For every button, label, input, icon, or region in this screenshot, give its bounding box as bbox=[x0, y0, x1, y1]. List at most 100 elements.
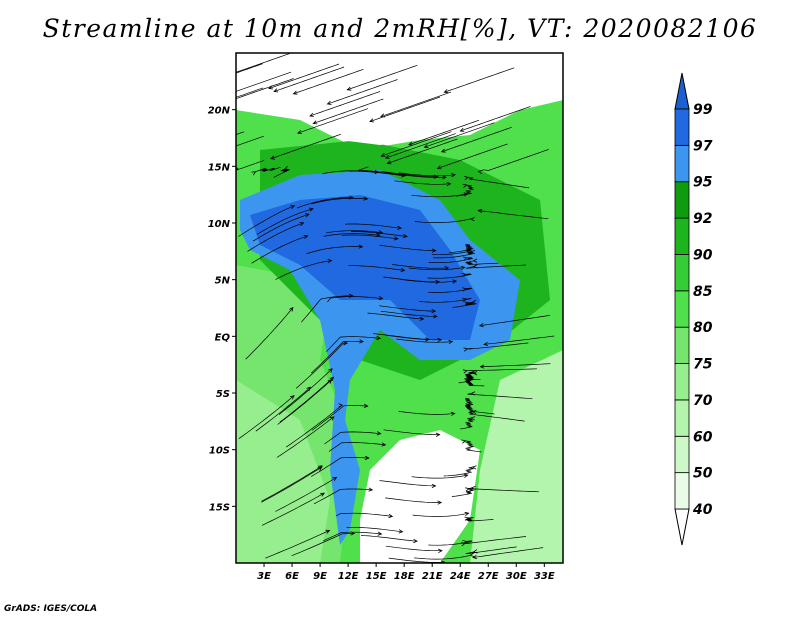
streamline-arrow bbox=[463, 347, 469, 352]
streamline bbox=[380, 310, 437, 317]
streamline bbox=[478, 149, 549, 172]
colorbar: 40 50 60 70 75 80 85 90 92 95 97 99 bbox=[674, 72, 713, 546]
streamline-arrow bbox=[477, 169, 483, 175]
streamline bbox=[255, 166, 281, 173]
streamline-arrow bbox=[431, 483, 437, 488]
streamline-arrow bbox=[386, 160, 392, 165]
streamline bbox=[400, 279, 457, 283]
streamline bbox=[295, 342, 348, 389]
streamline bbox=[480, 363, 551, 368]
streamline-arrow bbox=[375, 232, 381, 237]
streamline-arrow bbox=[470, 485, 476, 491]
streamline bbox=[478, 210, 549, 220]
streamline bbox=[398, 172, 456, 177]
streamline bbox=[327, 296, 383, 303]
streamline-arrow bbox=[443, 89, 449, 94]
streamline-arrow bbox=[292, 90, 298, 95]
streamline-arrow bbox=[251, 171, 257, 176]
streamline-arrow bbox=[431, 309, 437, 314]
streamline-arrow bbox=[438, 548, 443, 553]
streamline-arrow bbox=[376, 335, 382, 341]
streamline-arrow bbox=[304, 213, 310, 218]
streamline bbox=[309, 91, 381, 117]
streamline bbox=[451, 487, 474, 497]
streamline bbox=[465, 260, 499, 265]
streamline bbox=[387, 138, 458, 164]
streamline-arrow bbox=[393, 236, 399, 241]
streamline-arrow bbox=[332, 476, 338, 482]
colorbar-box bbox=[674, 326, 690, 364]
streamline-arrow bbox=[450, 411, 456, 416]
streamline bbox=[379, 480, 436, 487]
colorbar-box bbox=[674, 290, 690, 328]
streamline-arrow bbox=[403, 234, 408, 239]
streamline-arrow bbox=[469, 552, 475, 557]
colorbar-over-arrow bbox=[674, 72, 690, 110]
streamline-arrow bbox=[448, 339, 454, 345]
streamline bbox=[385, 133, 456, 159]
streamline bbox=[414, 555, 471, 560]
streamline-arrow bbox=[461, 439, 467, 444]
streamline bbox=[335, 512, 393, 517]
streamline bbox=[427, 273, 472, 279]
lon-tick-label: 27E bbox=[478, 571, 499, 582]
streamline bbox=[381, 131, 452, 157]
streamline bbox=[385, 545, 442, 552]
streamline bbox=[441, 126, 512, 153]
streamline-arrow bbox=[431, 248, 437, 253]
rh-field bbox=[193, 53, 563, 563]
streamline bbox=[408, 266, 465, 271]
streamline bbox=[428, 257, 473, 264]
streamline-arrow bbox=[470, 249, 475, 254]
streamline bbox=[261, 465, 323, 502]
streamline-arrow bbox=[320, 492, 326, 497]
colorbar-label: 90 bbox=[693, 247, 713, 263]
streamline-arrow bbox=[338, 403, 344, 408]
streamline bbox=[261, 466, 322, 503]
streamline bbox=[467, 342, 529, 350]
streamline bbox=[252, 213, 310, 242]
streamline-arrow bbox=[477, 208, 483, 213]
colorbar-box bbox=[674, 363, 690, 401]
streamline bbox=[328, 442, 386, 452]
streamline bbox=[431, 248, 472, 256]
streamline-arrow bbox=[471, 465, 477, 470]
streamline-arrow bbox=[312, 120, 318, 125]
streamline-arrow bbox=[346, 86, 352, 91]
streamline-arrow bbox=[461, 272, 467, 277]
colorbar-box bbox=[674, 472, 690, 510]
streamline bbox=[296, 197, 353, 209]
streamline bbox=[297, 108, 369, 134]
streamline-arrow bbox=[329, 376, 335, 382]
streamline-arrow bbox=[479, 364, 485, 369]
streamline bbox=[379, 305, 436, 312]
rh-area-east-light bbox=[470, 350, 563, 563]
streamline bbox=[385, 497, 442, 503]
streamline-arrow bbox=[359, 339, 365, 344]
streamline-arrow bbox=[193, 85, 197, 88]
streamline bbox=[247, 222, 304, 252]
streamline-arrow bbox=[398, 529, 404, 534]
streamline-arrow bbox=[459, 127, 465, 132]
streamline bbox=[327, 79, 398, 105]
streamline bbox=[465, 371, 474, 380]
streamline bbox=[484, 335, 555, 345]
streamline bbox=[479, 315, 550, 327]
streamline-arrow bbox=[380, 153, 386, 157]
streamline-arrow bbox=[413, 538, 418, 544]
streamline bbox=[323, 531, 382, 542]
streamline bbox=[348, 265, 405, 271]
streamline-arrow bbox=[381, 442, 387, 447]
streamline-arrow bbox=[328, 368, 333, 373]
streamline bbox=[236, 71, 292, 92]
streamline bbox=[255, 387, 311, 432]
streamline bbox=[276, 416, 335, 458]
streamline-arrow bbox=[368, 487, 374, 492]
streamline-arrow bbox=[397, 225, 403, 230]
lon-tick-label: 15E bbox=[366, 571, 387, 582]
streamline bbox=[238, 205, 295, 237]
streamline-arrow bbox=[472, 554, 478, 560]
lon-tick-label: 18E bbox=[394, 571, 415, 582]
colorbar-label: 95 bbox=[693, 175, 713, 191]
